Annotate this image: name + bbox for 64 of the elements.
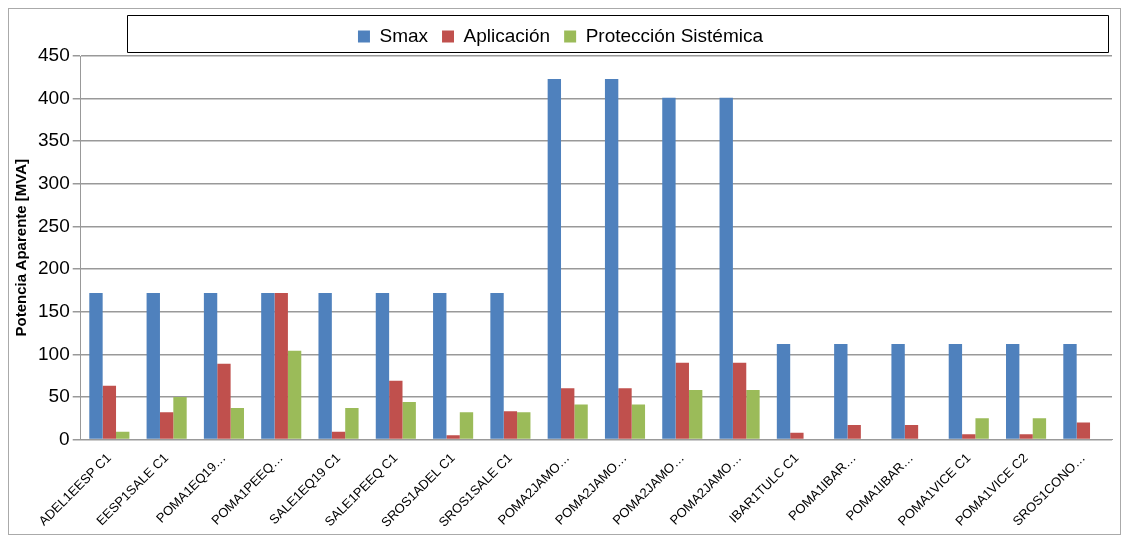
y-tick-label: 300 [38,172,70,194]
y-tick-label: 200 [38,257,70,279]
bar [1006,344,1020,439]
bar [618,388,632,439]
bar [517,412,531,439]
legend-label: Aplicación [463,24,551,46]
bar [89,292,103,439]
y-tick-label: 350 [38,129,70,151]
bar [1032,418,1047,439]
bar [345,407,359,439]
bar [746,390,760,439]
bar [433,292,447,439]
bar [719,97,733,439]
bar [790,432,804,439]
bar [402,401,416,439]
bar [948,344,963,439]
bar [230,407,244,439]
y-tick-label: 400 [38,86,70,108]
y-tick-label: 250 [38,214,70,236]
y-tick-label: 50 [48,385,70,407]
bar [287,350,302,439]
bar [891,344,905,439]
bar [834,344,848,439]
bar [962,434,976,439]
y-axis-title: Potencia Aparente [MVA] [12,158,30,337]
bar [547,79,562,439]
bar [1076,422,1091,439]
legend-label: Smax [379,24,429,46]
bar [203,292,218,439]
bar [631,404,646,439]
bar [375,292,390,439]
bar [1063,344,1077,439]
bar [173,396,187,439]
bar [159,412,174,439]
bar [662,97,676,439]
bar [732,362,747,439]
y-tick-label: 0 [59,427,70,449]
bar [776,344,791,439]
y-tick-label: 150 [38,299,70,321]
bar [261,292,275,439]
bar [675,362,689,439]
bar [904,425,919,439]
bar [574,404,588,439]
legend-label: Protección Sistémica [585,24,764,46]
bar [318,292,332,439]
y-tick-label: 450 [38,44,70,66]
bar [274,292,288,439]
bar [331,431,346,439]
bar [561,388,575,439]
bar [975,418,989,439]
bar [102,385,117,439]
bar [459,412,474,439]
bar [604,79,619,439]
bar [146,292,160,439]
bar [446,435,460,439]
bar [116,431,130,439]
y-tick-label: 100 [38,342,70,364]
bar [847,425,861,439]
bar [503,411,518,439]
bar [217,363,231,439]
bar [688,390,703,439]
bar [1019,434,1033,439]
bar [490,292,504,439]
bar [389,380,403,439]
